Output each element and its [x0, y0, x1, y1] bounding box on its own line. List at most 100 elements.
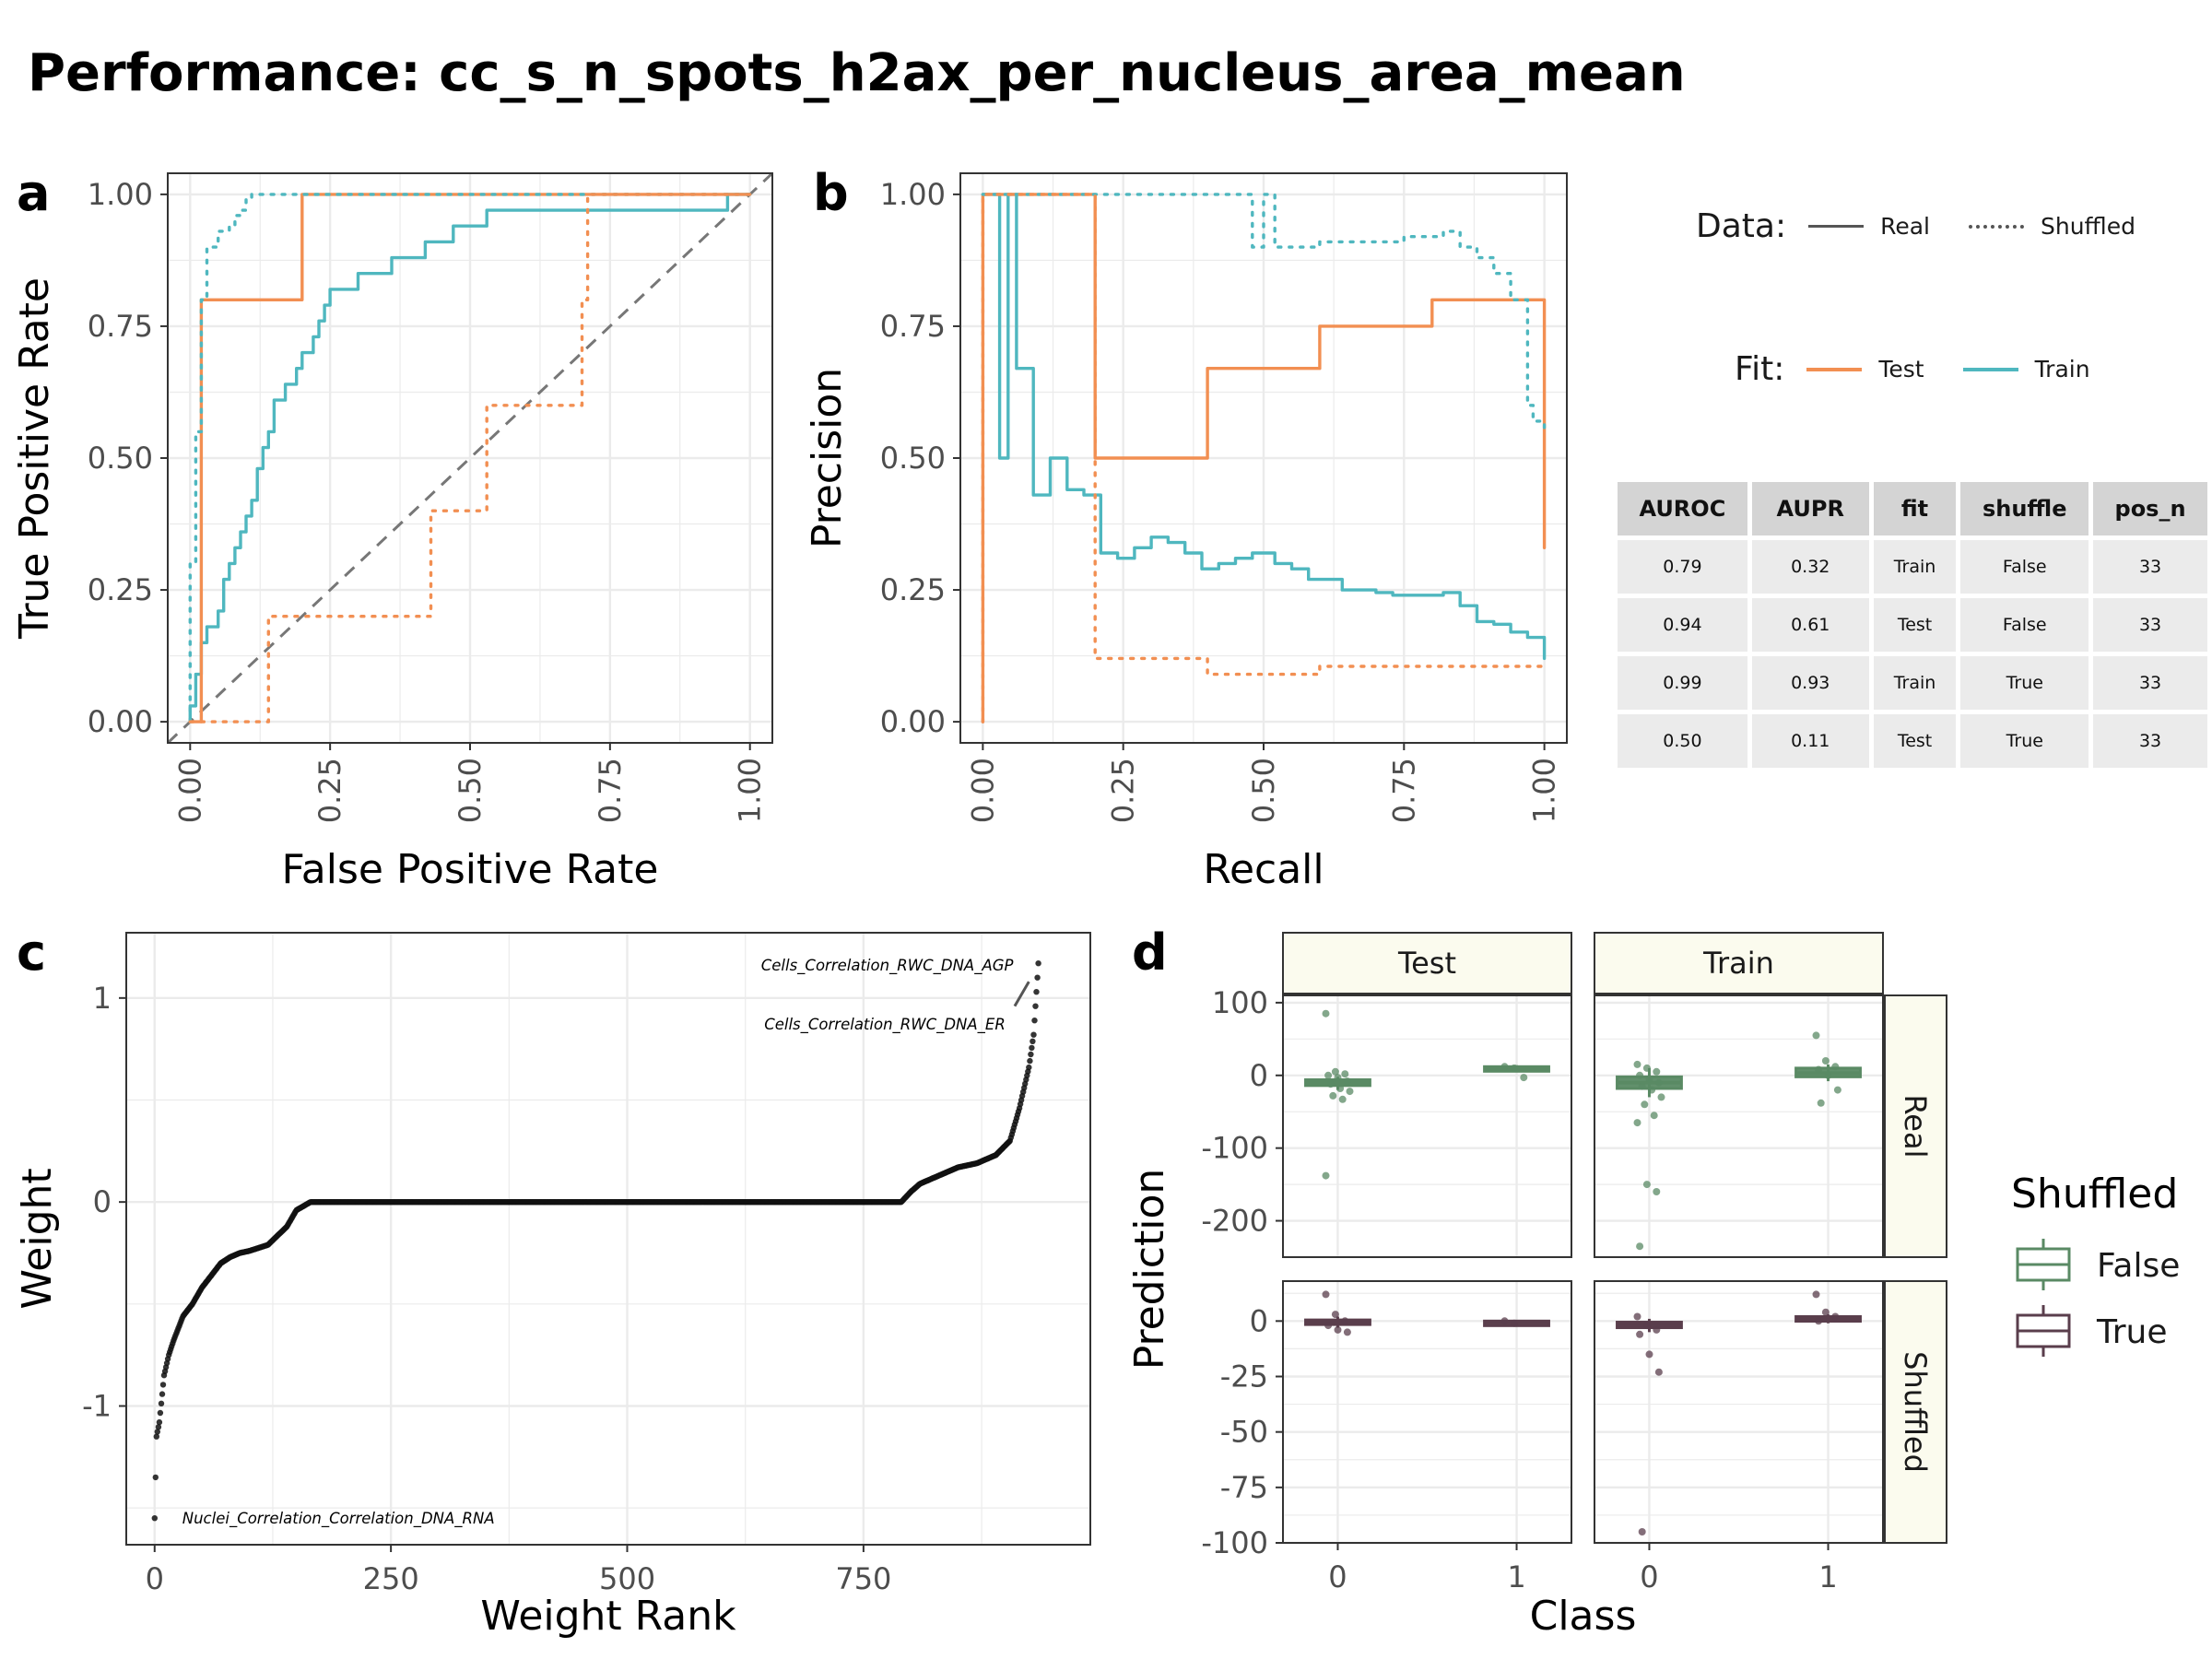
- metrics-cell: False: [1960, 598, 2089, 652]
- metrics-cell: 0.32: [1751, 540, 1869, 594]
- metrics-cell: 0.94: [1618, 598, 1747, 652]
- metrics-cell: Train: [1873, 540, 1957, 594]
- x-tick-label: 0.75: [593, 758, 628, 823]
- y-tick-label: -75: [1220, 1470, 1268, 1505]
- y-tick-label: -25: [1220, 1359, 1268, 1394]
- prediction-point: [1815, 1065, 1823, 1074]
- y-tick-label: 0.00: [880, 704, 946, 739]
- weight-point: [159, 1382, 167, 1388]
- prediction-point: [1653, 1325, 1661, 1334]
- legend-label-shuffled: Shuffled: [2041, 213, 2136, 240]
- metrics-cell: Test: [1873, 598, 1957, 652]
- y-tick-label: -100: [1201, 1131, 1268, 1166]
- weight-point: [151, 1515, 158, 1522]
- x-tick-label: 0.50: [453, 758, 488, 823]
- prediction-point: [1500, 1317, 1509, 1325]
- y-tick-label: 0: [1250, 1058, 1268, 1093]
- x-axis-title: Recall: [1203, 846, 1324, 893]
- panel-tag-a: a: [17, 164, 50, 222]
- prediction-point: [1654, 1078, 1663, 1087]
- x-tick-label: 0.00: [172, 758, 207, 823]
- prediction-panel: Test Train Real 100 0 -100 -200 Shuffled 0 1 0 1 0 -2…: [1126, 932, 2180, 1640]
- prediction-point: [1653, 1188, 1661, 1195]
- prediction-point: [1329, 1091, 1337, 1100]
- metrics-cell: 0.79: [1618, 540, 1747, 594]
- facet-strip-label: Shuffled: [1898, 1351, 1933, 1473]
- y-tick-label: 0: [93, 1184, 112, 1219]
- metrics-cell: True: [1960, 714, 2089, 768]
- facet-border: [1594, 994, 1884, 1258]
- weight-point: [156, 1418, 163, 1426]
- series-line-train-shuffled: [981, 193, 1547, 434]
- prediction-point: [1520, 1074, 1528, 1082]
- x-tick-label: 500: [599, 1561, 655, 1596]
- fit-legend-title: Fit:: [1735, 350, 1785, 388]
- metrics-cell: 33: [2093, 656, 2207, 710]
- metrics-header: shuffle: [1960, 482, 2089, 535]
- prediction-point: [1642, 1322, 1651, 1330]
- y-axis-title: Precision: [804, 368, 851, 548]
- x-tick-label: 0: [1328, 1559, 1347, 1594]
- x-tick-label: 250: [363, 1561, 419, 1596]
- box-legend-label: True: [2096, 1313, 2167, 1351]
- series-line-test-shuffled: [981, 193, 1547, 724]
- metrics-cell: Test: [1873, 714, 1957, 768]
- weight-points: [151, 960, 1041, 1522]
- y-tick-label: 0.50: [88, 441, 153, 476]
- legend-key-shuffled: [1969, 224, 2024, 229]
- y-tick-label: 1.00: [88, 177, 153, 212]
- prediction-point: [1657, 1093, 1665, 1101]
- prediction-point: [1343, 1328, 1351, 1336]
- x-tick-label: 0: [1640, 1559, 1658, 1594]
- facet-border: [1594, 1280, 1884, 1544]
- metrics-cell: 33: [2093, 598, 2207, 652]
- prediction-point: [1324, 1071, 1333, 1079]
- facet-strip-label: Train: [1702, 946, 1774, 981]
- y-tick-label: -200: [1201, 1204, 1268, 1239]
- weight-point: [158, 1400, 165, 1407]
- weight-point: [1032, 1003, 1039, 1009]
- x-tick-label: 0.75: [1386, 758, 1421, 823]
- x-tick-label: 0: [146, 1561, 164, 1596]
- weight-point: [1035, 960, 1041, 967]
- box-legend-title: Shuffled: [2011, 1171, 2178, 1218]
- prediction-point: [1510, 1319, 1518, 1327]
- prediction-point: [1641, 1100, 1649, 1109]
- prediction-point: [1821, 1057, 1830, 1065]
- facet-strip-row: [1884, 1280, 1947, 1544]
- prediction-point: [1824, 1071, 1832, 1079]
- legend-key-train: [1962, 367, 2018, 371]
- prediction-point: [1500, 1063, 1509, 1071]
- prediction-point: [1322, 1290, 1330, 1299]
- prediction-point: [1648, 1086, 1656, 1094]
- legend-key-real: [1808, 225, 1865, 228]
- prediction-point: [1346, 1088, 1354, 1096]
- prediction-point: [1636, 1330, 1644, 1338]
- panel-tag-d: d: [1132, 924, 1168, 982]
- weight-point: [1030, 1031, 1037, 1038]
- plot-area: [981, 193, 1547, 724]
- data-legend-row: Data: Real Shuffled: [1696, 207, 2169, 245]
- prediction-point: [1831, 1063, 1840, 1071]
- plot-area: [168, 173, 772, 743]
- facet-background: [1283, 995, 1571, 1257]
- metrics-cell: 0.11: [1751, 714, 1869, 768]
- series-line-train-shuffled: [188, 193, 752, 724]
- y-tick-label: -100: [1201, 1525, 1268, 1560]
- x-tick-label: 0.50: [1246, 758, 1281, 823]
- prediction-point: [1812, 1290, 1820, 1299]
- metrics-cell: 0.93: [1751, 656, 1869, 710]
- x-tick-label: 1: [1507, 1559, 1525, 1594]
- metrics-cell: 33: [2093, 540, 2207, 594]
- facet-strip-col: [1594, 932, 1884, 994]
- weight-point: [1028, 1051, 1034, 1058]
- prediction-point: [1638, 1082, 1646, 1090]
- weights-panel: Cells_Correlation_RWC_DNA_AGP Cells_Corre…: [14, 932, 1091, 1640]
- prediction-point: [1338, 1095, 1347, 1103]
- facet-border: [1282, 994, 1572, 1258]
- facet-border: [1282, 1280, 1572, 1544]
- weight-point: [1033, 989, 1040, 995]
- prediction-point: [1642, 1064, 1651, 1072]
- prediction-point: [1812, 1031, 1820, 1040]
